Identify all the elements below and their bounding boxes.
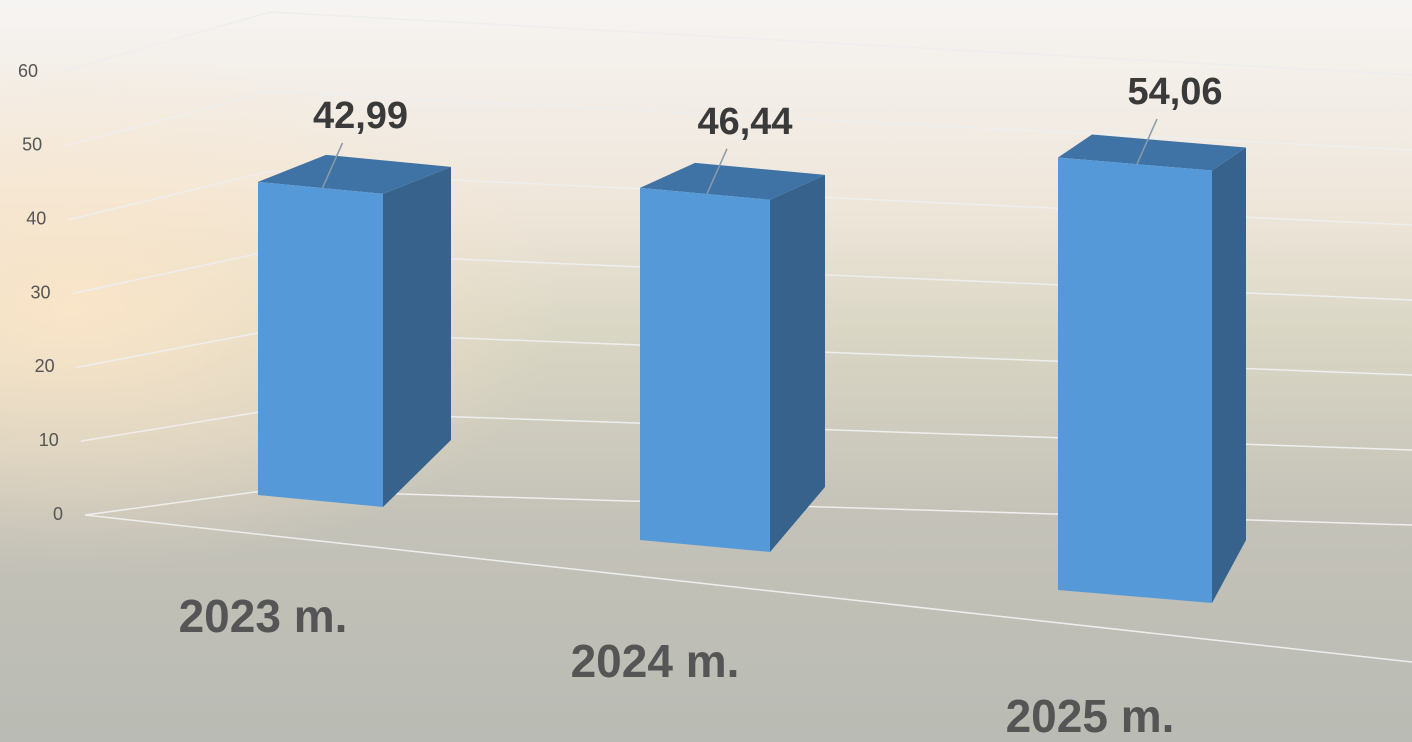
- grid-line: [59, 11, 1412, 76]
- leader-line: [706, 148, 728, 195]
- bar-top: [640, 162, 825, 200]
- y-tick-label: 40: [26, 208, 46, 228]
- bar-top: [1058, 134, 1246, 171]
- y-tick-label: 10: [39, 430, 59, 450]
- bar-top: [258, 154, 451, 194]
- x-tick-label: 2023 m.: [179, 590, 348, 642]
- grid-line: [63, 90, 1412, 151]
- grid-line: [68, 170, 1412, 226]
- x-tick-label: 2025 m.: [1006, 690, 1175, 742]
- leader-line: [321, 142, 344, 189]
- y-tick-label: 30: [30, 282, 50, 302]
- bar: [1058, 157, 1212, 603]
- value-label: 42,99: [313, 95, 408, 137]
- value-label: 54,06: [1127, 71, 1222, 113]
- bar-side: [1212, 147, 1246, 603]
- y-tick-label: 0: [53, 504, 63, 524]
- floor-edge: [84, 514, 1412, 663]
- y-tick-label: 50: [22, 135, 42, 155]
- bar: [640, 187, 770, 552]
- y-tick-label: 20: [35, 356, 55, 376]
- bar: [258, 181, 383, 507]
- bar-side: [770, 174, 825, 552]
- value-label: 46,44: [697, 101, 792, 143]
- y-tick-label: 60: [18, 61, 38, 81]
- bar-side: [383, 166, 451, 507]
- x-tick-label: 2024 m.: [571, 635, 740, 687]
- leader-line: [1136, 118, 1158, 165]
